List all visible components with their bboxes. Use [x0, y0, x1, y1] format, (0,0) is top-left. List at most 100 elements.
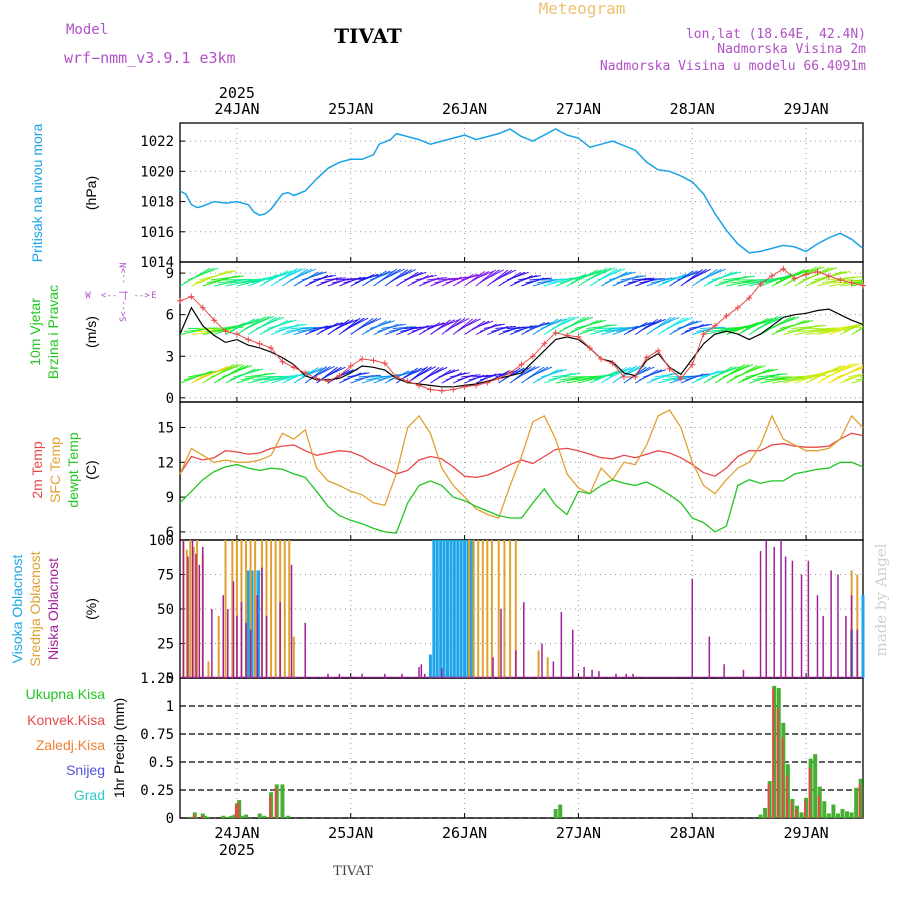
wind-gust-marker: [313, 375, 320, 382]
wind-arrow: [483, 269, 504, 281]
y-tick-label: 15: [157, 421, 174, 437]
wind-arrow: [506, 271, 529, 281]
wind-arrow: [438, 369, 460, 378]
precip-conv-bar: [794, 809, 797, 818]
wind-arrow: [836, 367, 863, 378]
wind-arrow: [871, 317, 900, 329]
wind-arrow: [597, 268, 626, 281]
wind-arrow: [521, 366, 545, 384]
wind-arrow: [529, 322, 554, 330]
precip-total-bar: [229, 815, 234, 818]
precip-total-bar: [244, 814, 249, 818]
wind-gust-marker: [518, 361, 525, 368]
wind-arrow: [851, 283, 863, 287]
y-tick-label: 1016: [140, 225, 174, 241]
wind-arrow: [438, 319, 459, 329]
wind-gust-marker: [632, 374, 639, 381]
precip-total-bar: [262, 815, 267, 818]
wind-arrow: [495, 269, 517, 281]
precip-total-bar: [280, 784, 285, 818]
wind-gust-marker: [370, 357, 377, 364]
wind-arrow: [347, 372, 370, 378]
wind-gust-marker: [803, 271, 810, 278]
wind-arrow: [426, 277, 448, 281]
wind-arrow: [358, 374, 382, 378]
wind-arrow: [392, 269, 416, 281]
wind-arrow: [483, 323, 505, 330]
wind-arrow: [233, 368, 264, 378]
day-label-bottom: 28JAN: [670, 824, 715, 842]
precip-ylabel-group: 1hr Precip (mm): [111, 698, 127, 798]
wind-gust-marker: [723, 313, 730, 320]
wind-arrow: [518, 274, 541, 281]
wind-gust-marker: [552, 329, 559, 336]
wind-arrow: [381, 323, 407, 330]
wind-gust-marker: [666, 365, 673, 372]
wind-arrow: [802, 267, 838, 281]
wind-arrow: [316, 366, 338, 384]
wind-arrow: [449, 317, 470, 329]
wind-arrow: [278, 323, 307, 330]
wind-arrow: [844, 373, 863, 381]
wind-arrow: [791, 324, 827, 330]
wind-gust-marker: [416, 382, 423, 389]
wind-arrow: [407, 366, 429, 384]
station-title: TIVAT: [334, 24, 402, 48]
y-tick-label: 9: [166, 266, 174, 282]
y-tick-label: 0: [166, 671, 174, 687]
wind-gust-marker: [529, 353, 536, 360]
wind-gust-marker: [177, 297, 183, 304]
precip-conv-bar: [790, 801, 793, 818]
wind-arrow: [358, 273, 383, 281]
wind-arrow: [509, 365, 532, 384]
precip-total-bar: [831, 804, 836, 818]
y-tick-label: 0.75: [140, 727, 174, 743]
wind-gust-marker: [825, 272, 832, 279]
wind-arrow: [665, 317, 693, 329]
wind-gust-marker: [768, 272, 775, 279]
wind-arrow: [426, 322, 449, 330]
pressure-title: Pritisak na nivou mora: [29, 124, 45, 263]
wind-arrow: [867, 377, 899, 380]
wind-arrow: [859, 376, 863, 378]
precip-conv-bar: [274, 787, 277, 818]
wind-arrow: [187, 267, 219, 281]
y-tick-label: 75: [157, 568, 174, 584]
wind-arrow: [741, 368, 774, 381]
cloud-title-group: Visoka Oblacnost Srednja Oblacnost Niska O…: [9, 551, 61, 666]
wind-arrow: [813, 270, 851, 281]
wind-gust-marker: [484, 379, 491, 386]
wind-gust-marker: [188, 293, 195, 300]
y-tick-label: 1018: [140, 195, 174, 211]
wind-gust-marker: [393, 374, 400, 381]
wind-arrow: [229, 279, 258, 284]
y-tick-label: 50: [157, 602, 174, 618]
wind-gust-marker: [757, 281, 764, 288]
y-tick-label: 6: [166, 308, 174, 324]
precip-legend-item: Ukupna Kisa: [26, 686, 106, 702]
precip-total-bar: [221, 815, 226, 818]
wind-arrow: [415, 366, 436, 378]
wind-arrow: [862, 382, 863, 384]
precip-conv-bar: [804, 801, 807, 818]
wind-arrow: [244, 315, 274, 329]
wind-arrow: [199, 328, 235, 331]
wind-gust-marker: [450, 386, 457, 393]
wind-arrow: [825, 276, 863, 281]
precip-total-bar: [822, 801, 827, 818]
precip-conv-bar: [776, 708, 779, 818]
wind-arrow: [654, 316, 680, 329]
wind-arrow: [734, 365, 766, 378]
wind-arrow: [221, 364, 253, 378]
wind-arrow: [335, 278, 357, 281]
y-tick-label: 6: [166, 525, 174, 541]
temp-ylabel: (C): [83, 460, 99, 479]
wind-arrow: [643, 369, 667, 378]
wind-arrow: [677, 270, 702, 281]
meteogram-label: Meteogram: [539, 0, 626, 18]
compass-e: E: [151, 291, 156, 301]
wind-arrow: [540, 318, 567, 330]
wind-arrow: [452, 318, 473, 335]
wind-arrow: [347, 317, 369, 329]
wind-arrow: [574, 319, 607, 330]
